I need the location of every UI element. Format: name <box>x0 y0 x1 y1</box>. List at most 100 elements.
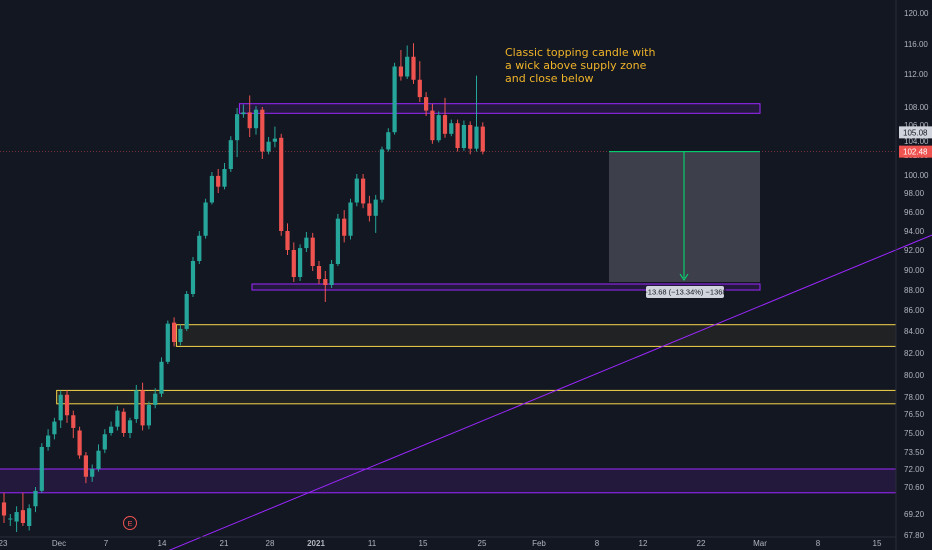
candle-body <box>354 178 359 203</box>
y-tick-label: 90.00 <box>904 266 925 275</box>
candle-body <box>379 149 385 200</box>
candle-body <box>442 115 448 134</box>
candle-body <box>398 66 403 77</box>
candle-body <box>348 202 353 236</box>
candle-body <box>424 97 429 111</box>
supply-zone <box>238 103 761 114</box>
candle-body <box>153 393 158 405</box>
x-tick-label: Dec <box>52 539 66 548</box>
candle-body <box>115 410 120 427</box>
candle-body <box>58 394 63 421</box>
x-axis: 23 Dec 7 14 21 28 2021 11 15 25 Feb 8 12 22 Mar 8 15 <box>0 536 896 548</box>
earnings-marker[interactable]: E <box>123 516 137 530</box>
candle-body <box>77 430 82 456</box>
y-tick-label: 106.00 <box>904 121 929 130</box>
candle-body <box>178 328 183 342</box>
candle-body <box>20 510 25 523</box>
candle-body <box>83 455 88 477</box>
earnings-circle[interactable] <box>123 516 137 530</box>
candle-body <box>90 469 95 477</box>
candle-body <box>64 394 70 416</box>
candle-body <box>329 264 334 285</box>
candle-body <box>197 235 202 261</box>
y-tick-label: 94.00 <box>904 227 925 236</box>
candle-body <box>468 125 473 149</box>
candle-body <box>172 322 177 342</box>
candle-body <box>216 175 221 187</box>
x-tick-label: 22 <box>697 539 706 548</box>
candle-body <box>96 450 101 469</box>
candles-layer <box>1 43 485 532</box>
candle-body <box>298 248 303 277</box>
candle-body <box>266 141 271 152</box>
y-tick-label: 112.00 <box>904 70 928 79</box>
candle-body <box>304 237 309 249</box>
candle-body <box>411 56 416 80</box>
candle-body <box>310 237 315 266</box>
support-zone-upper <box>175 324 897 347</box>
candle-body <box>8 518 13 520</box>
demand-zone <box>251 283 761 291</box>
candle-body <box>228 140 233 169</box>
y-tick-label: 116.00 <box>904 40 928 49</box>
candle-body <box>335 218 340 264</box>
measure-arrowhead <box>679 273 689 281</box>
x-tick-label: 14 <box>158 539 167 548</box>
y-tick-label: 84.00 <box>904 327 925 336</box>
trendline-layer <box>0 151 932 550</box>
candle-body <box>71 415 76 428</box>
candle-body <box>134 390 139 420</box>
candle-body <box>272 138 277 142</box>
x-tick-label: 11 <box>368 539 377 548</box>
candle-body <box>241 112 246 115</box>
y-tick-label: 76.50 <box>904 410 925 419</box>
candle-body <box>184 294 189 329</box>
candle-body <box>222 169 227 187</box>
candle-body <box>27 508 32 526</box>
y-tick-label: 86.00 <box>904 306 925 315</box>
candle-body <box>260 109 265 152</box>
x-tick-label: 8 <box>595 539 600 548</box>
y-tick-label: 92.00 <box>904 246 925 255</box>
candle-body <box>430 110 435 141</box>
y-tick-label: 80.00 <box>904 371 925 380</box>
candle-body <box>209 175 214 203</box>
candle-body <box>140 390 145 426</box>
annotation-line-3: and close below <box>505 72 594 85</box>
candle-body <box>190 261 196 294</box>
price-tag-bg <box>899 145 932 158</box>
measure-label-bg <box>646 286 724 298</box>
x-tick-label: 23 <box>0 539 8 548</box>
y-tick-label: 82.00 <box>904 349 925 358</box>
candle-body <box>253 109 259 129</box>
candle-body <box>203 202 208 236</box>
y-tick-label: 69.20 <box>904 510 925 519</box>
candle-body <box>291 250 296 277</box>
trendline <box>168 234 932 550</box>
candle-body <box>386 132 391 150</box>
candle-body <box>474 126 479 149</box>
candle-body <box>165 323 170 362</box>
candle-body <box>102 434 107 450</box>
candle-body <box>235 114 240 141</box>
price-tags: 105.08 102.48 <box>899 126 932 158</box>
candle-body <box>455 123 460 148</box>
x-tick-label: 12 <box>639 539 648 548</box>
y-tick-label: 88.00 <box>904 286 925 295</box>
y-tick-label: 70.60 <box>904 483 925 492</box>
measure-tool: −13.68 (−13.34%) −1368 <box>609 151 760 298</box>
candle-body <box>480 126 485 152</box>
candle-body <box>461 125 466 148</box>
candle-body <box>392 66 397 133</box>
base-zone <box>0 468 897 494</box>
support-zone-lower <box>56 389 897 405</box>
candle-body <box>14 512 19 522</box>
y-tick-label: 75.00 <box>904 429 925 438</box>
y-axis: 67.80 69.20 70.60 72.00 73.50 75.00 76.50 78.00… <box>895 0 929 550</box>
candle-body <box>405 56 410 77</box>
candle-body <box>33 490 38 507</box>
candle-body <box>247 112 252 129</box>
x-tick-label: 25 <box>478 539 487 548</box>
annotation-line-1: Classic topping candle with <box>505 46 655 59</box>
